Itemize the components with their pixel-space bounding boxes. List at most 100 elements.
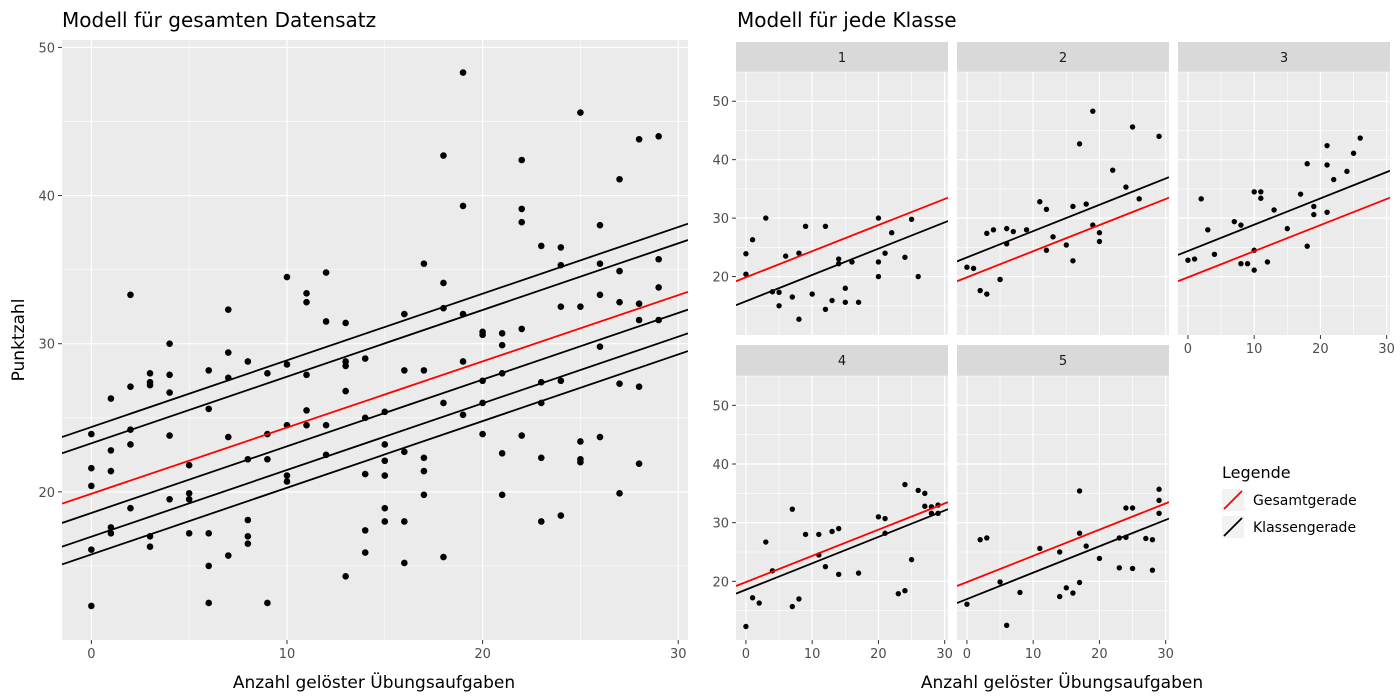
facet-5-point xyxy=(1076,579,1083,586)
facet-5-x-tick-label: 30 xyxy=(1157,647,1174,662)
left-plot-point xyxy=(577,303,584,310)
facet-3-point xyxy=(1258,189,1264,195)
left-plot-point xyxy=(322,421,330,429)
left-plot-point xyxy=(166,340,173,348)
facet-1-point xyxy=(782,253,789,259)
facet-4-point xyxy=(922,490,928,497)
facet-5-point xyxy=(1083,543,1089,549)
left-plot-point xyxy=(283,361,291,368)
left-plot-point xyxy=(401,448,408,456)
facet-1-point xyxy=(875,259,882,265)
left-plot-point xyxy=(342,319,349,327)
facet-1-point xyxy=(776,289,782,296)
facet-1-y-tick-label: 50 xyxy=(712,95,729,110)
left-plot-point xyxy=(655,255,662,263)
facet-3-strip xyxy=(1178,42,1390,72)
facet-4-point xyxy=(749,595,756,601)
right-plot-title: Modell für jede Klasse xyxy=(737,8,957,32)
left-plot-point xyxy=(361,549,369,556)
facet-2-point xyxy=(1043,206,1050,213)
left-plot-point xyxy=(146,378,154,386)
left-plot-point xyxy=(498,491,506,499)
legend-key-overall-line xyxy=(1223,490,1243,510)
left-plot-point xyxy=(616,298,623,306)
left-plot-point xyxy=(244,516,252,524)
facet-1-point xyxy=(855,299,862,305)
facet-2-point xyxy=(984,230,990,237)
facet-4-y-tick-label: 40 xyxy=(712,458,729,473)
facet-4-point xyxy=(902,588,908,594)
left-plot-point xyxy=(303,407,310,414)
facet-3-point xyxy=(1357,135,1363,141)
facet-5-point xyxy=(1156,486,1162,492)
facet-3-point xyxy=(1311,211,1317,218)
facet-4-point xyxy=(802,531,809,538)
left-plot-point xyxy=(107,467,115,475)
left-plot-point xyxy=(518,325,526,333)
left-plot-point xyxy=(88,602,95,610)
left-y-axis-title: Punktzahl xyxy=(9,299,29,382)
facet-5-point xyxy=(1076,530,1083,536)
facet-3-point xyxy=(1297,191,1304,197)
left-plot-point xyxy=(440,399,447,407)
left-plot-point xyxy=(577,438,584,445)
facet-4-point xyxy=(915,487,921,494)
facet-4-point xyxy=(763,539,769,545)
facet-2-point xyxy=(1076,141,1083,147)
facet-4-point xyxy=(902,481,908,488)
left-plot-point xyxy=(244,532,252,540)
facet-1-point xyxy=(829,297,835,304)
facet-5-point xyxy=(1056,549,1063,555)
left-plot-point xyxy=(635,383,643,390)
facet-1-point xyxy=(902,254,908,260)
left-plot-point xyxy=(420,454,428,462)
left-plot-point xyxy=(401,367,408,374)
facet-4-strip-label: 4 xyxy=(838,354,846,369)
facet-3-point xyxy=(1344,168,1350,175)
left-plot-point xyxy=(88,464,95,472)
facet-5-point xyxy=(1116,565,1123,571)
facet-1-y-tick-label: 40 xyxy=(712,154,729,169)
facet-5-strip xyxy=(957,345,1169,376)
left-plot-point xyxy=(655,132,662,140)
left-plot-point xyxy=(616,380,623,388)
facet-5-x-tick-label: 0 xyxy=(963,647,971,662)
left-plot-background xyxy=(62,40,688,640)
facet-3-point xyxy=(1330,176,1337,183)
left-plot-point xyxy=(537,242,545,250)
facet-2-point xyxy=(1123,184,1129,190)
facet-2-panel xyxy=(957,71,1169,335)
facet-2-overall-regression-line xyxy=(957,196,1169,283)
facet-1-point xyxy=(789,294,796,300)
left-plot-point xyxy=(107,395,115,402)
left-plot-point xyxy=(146,543,154,550)
facet-4-point xyxy=(816,531,822,538)
left-plot-point xyxy=(498,330,506,337)
facet-4-point xyxy=(882,515,888,522)
left-plot-point xyxy=(224,433,232,441)
facet-5-point xyxy=(1129,505,1136,511)
facet-4-point xyxy=(789,603,796,610)
facet-2-point xyxy=(1023,227,1030,233)
left-plot-point xyxy=(127,441,134,448)
facet-4-y-tick-label: 30 xyxy=(712,517,729,532)
facet-2-point xyxy=(1010,228,1017,235)
legend-label-class: Klassengerade xyxy=(1253,520,1356,536)
left-plot-point xyxy=(498,450,506,457)
facet-4-point xyxy=(835,571,842,577)
facet-1-background xyxy=(736,72,948,335)
left-plot-point xyxy=(635,460,643,468)
facet-5-strip-label: 5 xyxy=(1059,354,1067,369)
facet-2-point xyxy=(1037,199,1043,205)
right-x-axis-title: Anzahl gelöster Übungsaufgaben xyxy=(921,671,1203,693)
left-plot-point xyxy=(381,472,389,479)
left-plot-point xyxy=(342,572,349,580)
left-plot-point xyxy=(185,495,193,503)
left-plot-point xyxy=(283,273,291,281)
facet-3-point xyxy=(1185,257,1191,263)
facet-2-point xyxy=(1096,230,1103,236)
facet-2-point xyxy=(1109,167,1116,173)
facet-1-class-regression-line xyxy=(736,220,948,307)
left-plot-point xyxy=(518,432,526,439)
left-plot-point xyxy=(596,291,604,299)
